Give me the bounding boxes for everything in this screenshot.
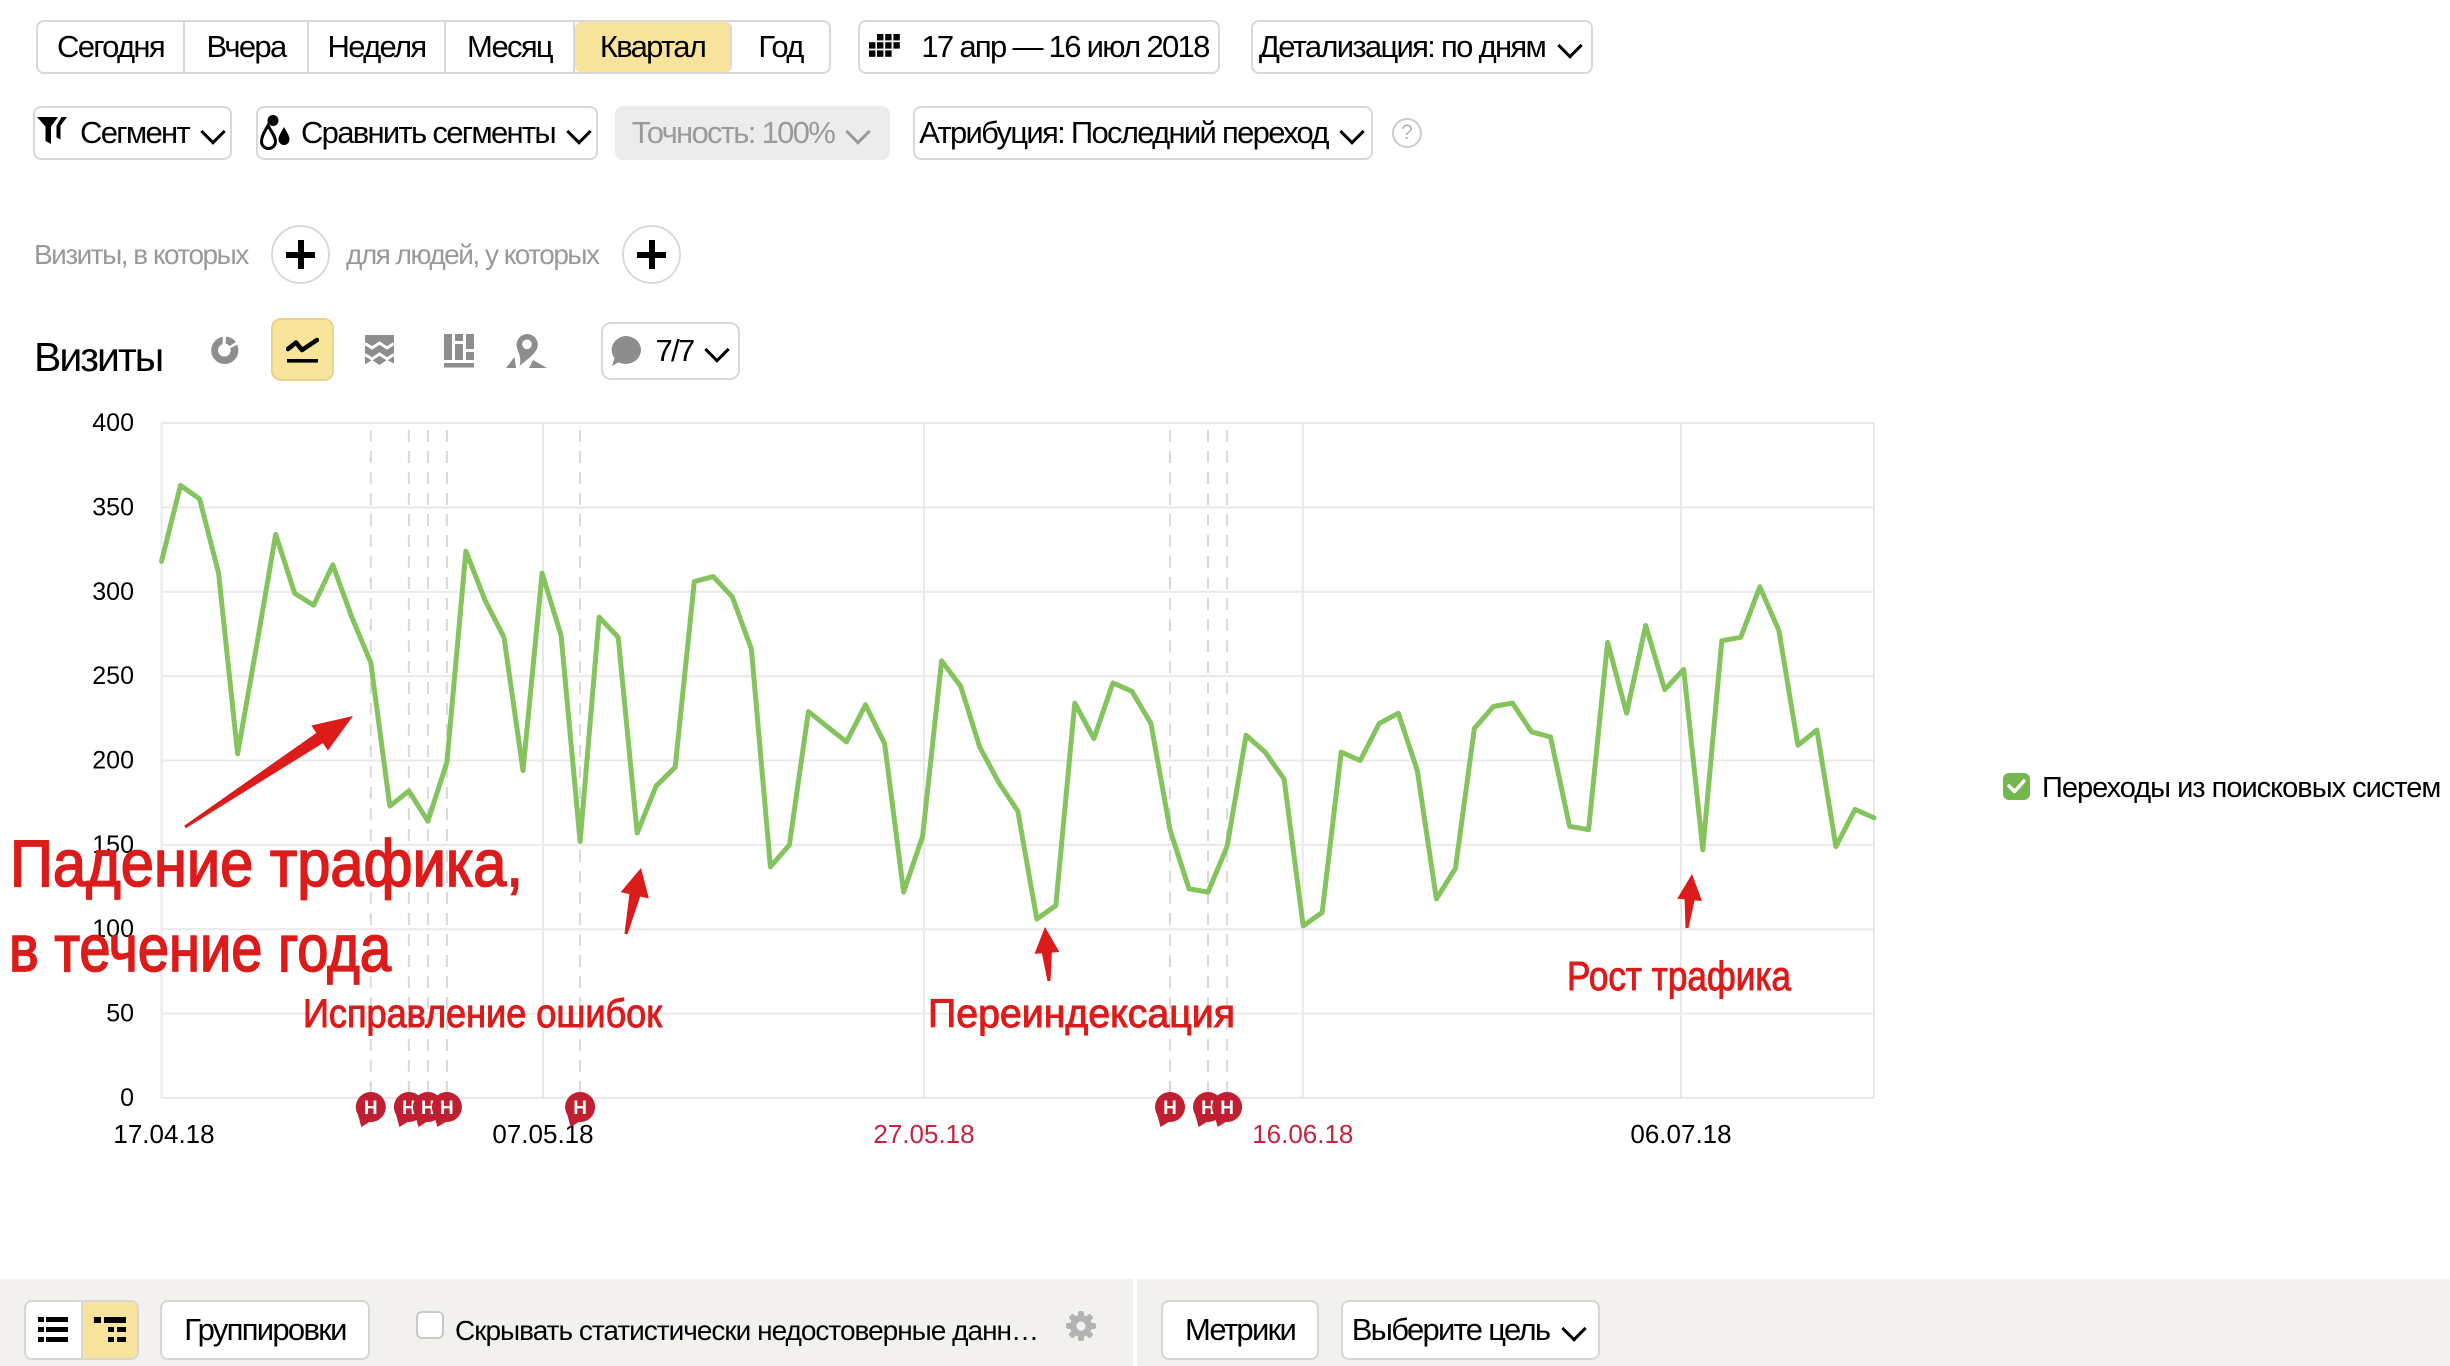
svg-text:250: 250 [92,662,134,690]
svg-text:в течение года: в течение года [9,911,391,985]
svg-text:16.06.18: 16.06.18 [1252,1119,1353,1149]
svg-text:Падение трафика,: Падение трафика, [10,826,523,900]
svg-text:27.05.18: 27.05.18 [873,1119,974,1149]
svg-text:Н: Н [1201,1098,1215,1119]
svg-text:Н: Н [1220,1098,1234,1119]
svg-text:06.07.18: 06.07.18 [1630,1119,1731,1149]
svg-text:17.04.18: 17.04.18 [113,1119,214,1149]
svg-text:Н: Н [364,1098,378,1119]
svg-text:100: 100 [92,915,134,943]
svg-text:150: 150 [92,831,134,859]
svg-text:Н: Н [573,1098,587,1119]
svg-text:Рост трафика: Рост трафика [1567,953,1791,999]
svg-text:Н: Н [402,1098,416,1119]
svg-text:50: 50 [106,1000,134,1028]
svg-text:200: 200 [92,747,134,775]
svg-text:0: 0 [120,1084,134,1112]
svg-text:Переиндексация: Переиндексация [928,992,1235,1036]
svg-text:300: 300 [92,578,134,606]
svg-text:Н: Н [421,1098,435,1119]
svg-text:Н: Н [440,1098,454,1119]
svg-text:07.05.18: 07.05.18 [492,1119,593,1149]
svg-text:350: 350 [92,493,134,521]
svg-text:Н: Н [1163,1098,1177,1119]
svg-text:Исправление ошибок: Исправление ошибок [303,992,662,1036]
svg-text:400: 400 [92,409,134,437]
